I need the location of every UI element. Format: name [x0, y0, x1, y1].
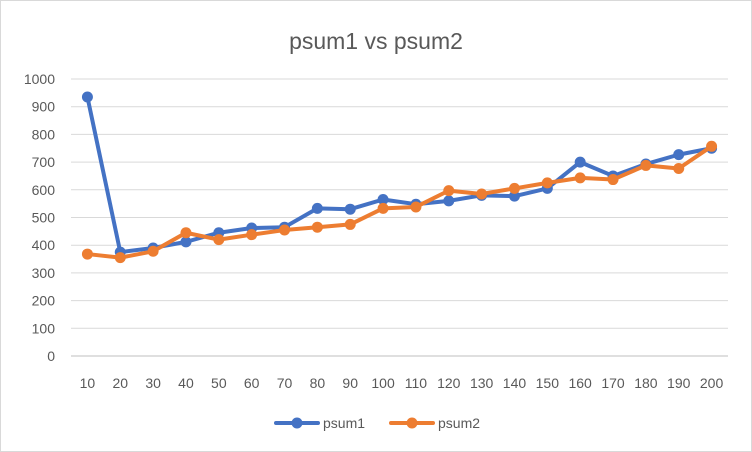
- chart-title: psum1 vs psum2: [289, 28, 463, 54]
- data-point-psum1: [673, 149, 685, 161]
- data-point-psum2: [180, 227, 192, 239]
- data-point-psum1: [81, 91, 93, 103]
- gridlines: [71, 78, 728, 329]
- data-point-psum1: [508, 190, 520, 202]
- y-tick-label: 200: [32, 293, 56, 309]
- x-tick-label: 130: [470, 375, 494, 391]
- x-tick-label: 190: [667, 375, 691, 391]
- y-tick-label: 1000: [24, 71, 55, 87]
- x-tick-label: 200: [700, 375, 724, 391]
- data-point-psum2: [279, 224, 291, 236]
- legend-marker-psum2: [406, 417, 418, 429]
- series-psum2: [81, 140, 718, 264]
- x-tick-label: 170: [601, 375, 625, 391]
- x-tick-label: 10: [80, 375, 96, 391]
- y-tick-label: 0: [47, 348, 55, 364]
- series-line-psum1: [85, 95, 714, 255]
- data-point-psum2: [114, 252, 126, 264]
- x-tick-label: 110: [405, 375, 428, 391]
- x-tick-label: 120: [437, 375, 461, 391]
- y-tick-label: 400: [32, 237, 56, 253]
- data-point-psum2: [476, 188, 488, 200]
- legend-marker-psum1: [291, 417, 303, 429]
- data-point-psum1: [574, 156, 586, 168]
- legend-label-psum2: psum2: [438, 415, 480, 431]
- data-point-psum2: [443, 185, 455, 197]
- x-tick-label: 70: [277, 375, 293, 391]
- x-tick-label: 140: [503, 375, 527, 391]
- y-tick-label: 600: [32, 182, 56, 198]
- data-point-psum1: [344, 203, 356, 215]
- legend-label-psum1: psum1: [323, 415, 365, 431]
- y-tick-label: 900: [32, 99, 56, 115]
- data-point-psum2: [640, 159, 652, 171]
- data-point-psum2: [81, 248, 93, 260]
- x-tick-label: 30: [145, 375, 161, 391]
- x-tick-label: 160: [568, 375, 592, 391]
- data-point-psum2: [508, 182, 520, 194]
- data-point-psum2: [574, 172, 586, 184]
- x-tick-label: 150: [536, 375, 560, 391]
- data-point-psum2: [147, 245, 159, 257]
- y-tick-label: 800: [32, 126, 56, 142]
- data-point-psum2: [706, 140, 718, 152]
- x-tick-label: 60: [244, 375, 260, 391]
- y-tick-label: 500: [32, 210, 56, 226]
- data-point-psum1: [311, 202, 323, 214]
- x-tick-label: 50: [211, 375, 227, 391]
- x-tick-label: 90: [342, 375, 358, 391]
- data-point-psum2: [541, 177, 553, 189]
- x-tick-label: 100: [371, 375, 395, 391]
- data-point-psum2: [311, 221, 323, 233]
- series-group: [81, 91, 718, 264]
- y-tick-label: 300: [32, 265, 56, 281]
- legend: psum1 psum2: [274, 415, 480, 431]
- data-point-psum2: [607, 174, 619, 186]
- data-point-psum2: [410, 201, 422, 213]
- data-point-psum1: [443, 195, 455, 207]
- data-point-psum1: [180, 236, 192, 248]
- data-point-psum2: [344, 218, 356, 230]
- data-point-psum2: [213, 234, 225, 246]
- y-tick-label: 100: [32, 320, 56, 336]
- x-tick-label: 40: [178, 375, 194, 391]
- x-tick-label: 80: [310, 375, 326, 391]
- data-point-psum2: [246, 229, 258, 241]
- x-tick-label: 20: [112, 375, 128, 391]
- y-tick-label: 700: [32, 154, 56, 170]
- x-tick-label: 180: [634, 375, 658, 391]
- data-point-psum1: [377, 193, 389, 205]
- data-point-psum2: [377, 202, 389, 214]
- data-point-psum2: [673, 162, 685, 174]
- axes: 0 100 200 300 400 500 600 700 800 900 1000 10 20 30 40…: [24, 71, 728, 391]
